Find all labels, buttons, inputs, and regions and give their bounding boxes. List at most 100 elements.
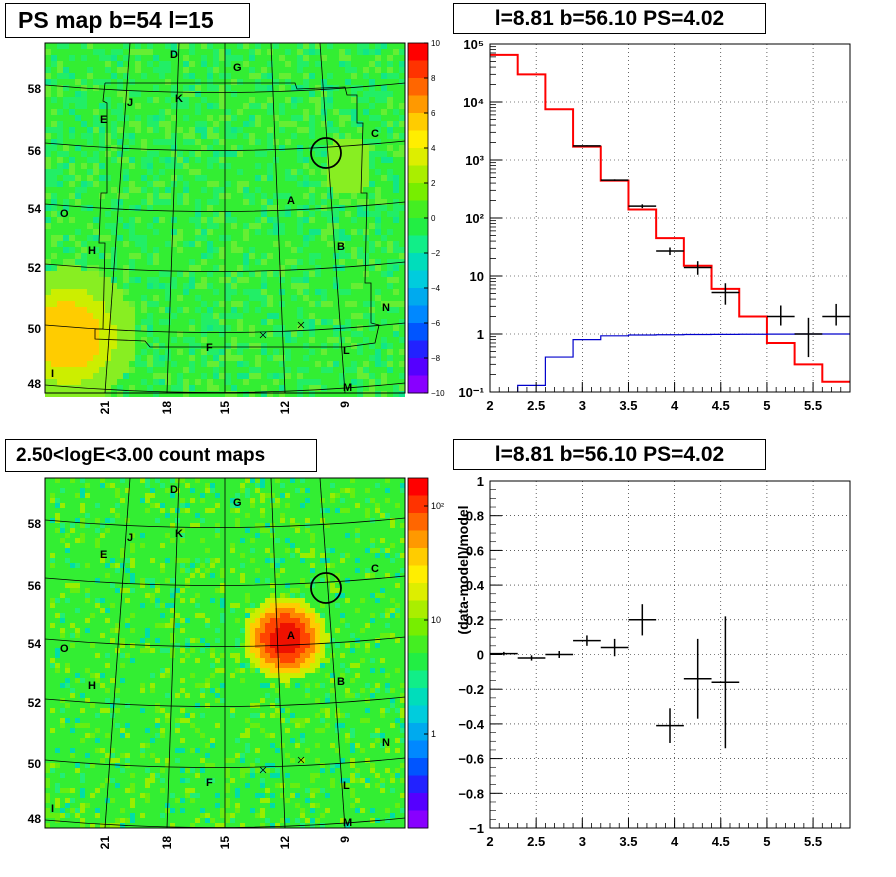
ps-region-label-G: G	[233, 62, 242, 74]
ps-colorbar-tick-label: −8	[431, 354, 441, 363]
count-colorbar-swatch	[408, 741, 428, 759]
count-colorbar-swatch	[408, 723, 428, 741]
count-colorbar-tick-label: 10²	[431, 501, 444, 511]
count-region-label-A: A	[287, 630, 295, 642]
spectrum-x-tick-label: 2.5	[527, 398, 545, 413]
residual-y-tick-label: −0.4	[458, 717, 484, 732]
ps-region-label-J: J	[127, 97, 133, 109]
residual-x-tick-label: 3.5	[619, 834, 637, 849]
ps-colorbar-swatch	[408, 218, 428, 236]
count-colorbar-swatch	[408, 513, 428, 531]
ps-colorbar-swatch	[408, 96, 428, 114]
ps-colorbar-swatch	[408, 148, 428, 166]
residual-y-tick-label: −0.8	[458, 786, 484, 801]
ps-colorbar-swatch	[408, 131, 428, 149]
bottom-right-title: l=8.81 b=56.10 PS=4.02	[453, 439, 766, 470]
count-region-label-B: B	[337, 676, 345, 688]
spectrum-y-tick-label: 10³	[465, 153, 484, 168]
count-colorbar-swatch	[408, 601, 428, 619]
count-lon-tick-label: 15	[218, 836, 232, 850]
ps-colorbar-tick-label: 8	[431, 74, 436, 83]
residual-x-tick-label: 5.5	[804, 834, 822, 849]
ps-region-label-B: B	[337, 241, 345, 253]
spectrum-x-tick-label: 3	[579, 398, 586, 413]
count-lon-tick-label: 12	[278, 836, 292, 850]
ps-colorbar-tick-label: −6	[431, 319, 441, 328]
ps-colorbar-tick-label: 0	[431, 214, 436, 223]
ps-colorbar-swatch	[408, 166, 428, 184]
count-colorbar-swatch	[408, 776, 428, 794]
ps-region-label-F: F	[206, 342, 213, 354]
ps-region-label-E: E	[100, 114, 107, 126]
ps-colorbar-swatch	[408, 201, 428, 219]
ps-region-label-C: C	[371, 128, 379, 140]
ps-region-label-D: D	[170, 49, 178, 61]
count-colorbar-swatch	[408, 478, 428, 496]
count-colorbar-tick-label: 1	[431, 729, 436, 739]
count-lat-tick-label: 56	[28, 579, 42, 593]
spectrum-x-tick-label: 5.5	[804, 398, 822, 413]
ps-colorbar-swatch	[408, 236, 428, 254]
spectrum-x-tick-label: 5	[763, 398, 770, 413]
count-colorbar-swatch	[408, 653, 428, 671]
ps-lat-tick-label: 54	[28, 202, 42, 216]
count-colorbar-swatch	[408, 531, 428, 549]
spectrum-x-tick-label: 4.5	[712, 398, 730, 413]
ps-colorbar-swatch	[408, 323, 428, 341]
ps-region-label-H: H	[88, 245, 96, 257]
ps-colorbar-swatch	[408, 341, 428, 359]
ps-region-label-M: M	[343, 382, 352, 394]
spectrum-y-tick-label: 10⁴	[463, 95, 484, 110]
ps-colorbar-swatch	[408, 253, 428, 271]
count-lat-tick-label: 54	[28, 637, 42, 651]
count-region-label-L: L	[343, 780, 350, 792]
count-lat-tick-label: 48	[28, 812, 42, 826]
count-lon-tick-label: 9	[338, 836, 352, 843]
count-colorbar-swatch	[408, 548, 428, 566]
count-colorbar-swatch	[408, 793, 428, 811]
ps-lat-tick-label: 48	[28, 377, 42, 391]
count-region-label-H: H	[88, 680, 96, 692]
ps-colorbar-tick-label: 2	[431, 179, 436, 188]
count-lat-tick-label: 50	[28, 757, 42, 771]
ps-colorbar-tick-label: −4	[431, 284, 441, 293]
ps-region-label-L: L	[343, 345, 350, 357]
ps-colorbar-tick-label: 6	[431, 109, 436, 118]
ps-colorbar-swatch	[408, 183, 428, 201]
top-right-title: l=8.81 b=56.10 PS=4.02	[453, 3, 766, 34]
count-colorbar-swatch	[408, 706, 428, 724]
count-region-label-I: I	[51, 803, 54, 815]
spectrum-y-tick-label: 10⁵	[463, 37, 484, 52]
spectrum-y-tick-label: 10²	[465, 211, 484, 226]
count-lon-tick-label: 18	[160, 836, 174, 850]
residual-x-tick-label: 3	[579, 834, 586, 849]
ps-colorbar-swatch	[408, 376, 428, 394]
count-colorbar-swatch	[408, 583, 428, 601]
ps-lon-tick-label: 18	[160, 401, 174, 415]
ps-colorbar-tick-label: −2	[431, 249, 441, 258]
count-region-label-D: D	[170, 484, 178, 496]
spectrum-y-tick-label: 1	[477, 327, 484, 342]
ps-colorbar-swatch	[408, 61, 428, 79]
residual-y-tick-label: −1	[469, 821, 484, 836]
residual-x-tick-label: 5	[763, 834, 770, 849]
ps-colorbar-swatch	[408, 288, 428, 306]
count-region-label-J: J	[127, 532, 133, 544]
count-colorbar-swatch	[408, 618, 428, 636]
count-colorbar-swatch	[408, 671, 428, 689]
ps-colorbar-tick-label: 4	[431, 144, 436, 153]
residual-y-tick-label: −0.6	[458, 752, 484, 767]
count-colorbar-swatch	[408, 496, 428, 514]
ps-lon-tick-label: 21	[98, 401, 112, 415]
residual-y-tick-label: −0.2	[458, 682, 484, 697]
count-region-label-E: E	[100, 549, 107, 561]
ps-region-label-O: O	[60, 208, 69, 220]
ps-lon-tick-label: 12	[278, 401, 292, 415]
spectrum-y-tick-label: 10	[470, 269, 484, 284]
